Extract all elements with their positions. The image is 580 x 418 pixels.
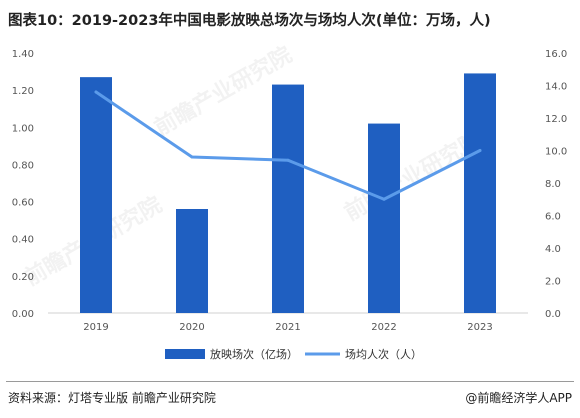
bar-2022 xyxy=(368,123,400,313)
line-point-2019 xyxy=(94,90,98,94)
line-point-2023 xyxy=(478,149,482,152)
y-left-tick-label: 0.40 xyxy=(12,235,34,246)
y-left-tick-label: 1.40 xyxy=(12,49,34,60)
y-right-tick-label: 16.0 xyxy=(545,49,567,60)
y-right-tick-label: 12.0 xyxy=(545,114,567,125)
x-tick-label: 2021 xyxy=(275,322,300,333)
footer-divider xyxy=(6,381,574,382)
y-right-tick-label: 10.0 xyxy=(545,147,567,158)
line-point-2020 xyxy=(190,155,194,159)
x-tick-label: 2020 xyxy=(179,322,204,333)
line-point-2022 xyxy=(382,197,386,201)
bar-2021 xyxy=(272,84,304,313)
bar-2023 xyxy=(464,73,496,313)
x-tick-label: 2019 xyxy=(83,322,108,333)
legend: 放映场次（亿场） 场均人次（人） xyxy=(165,347,422,361)
legend-bar-swatch xyxy=(165,349,205,359)
y-right-tick-label: 8.0 xyxy=(545,179,561,190)
y-left-tick-label: 0.80 xyxy=(12,160,34,171)
y-right-tick-label: 4.0 xyxy=(545,244,561,255)
y-left-tick-label: 1.20 xyxy=(12,86,34,97)
y-right-tick-label: 2.0 xyxy=(545,277,561,288)
y-left-tick-label: 0.20 xyxy=(12,272,34,283)
line-series xyxy=(94,90,482,201)
x-tick-label: 2022 xyxy=(371,322,396,333)
legend-line-label: 场均人次（人） xyxy=(345,347,422,361)
y-left-tick-label: 0.00 xyxy=(12,309,34,320)
x-tick-label: 2023 xyxy=(467,322,492,333)
line-point-2021 xyxy=(286,158,290,162)
right-axis: 0.0 2.0 4.0 6.0 8.0 10.0 12.0 14.0 16.0 xyxy=(545,49,567,320)
brand-credit: @前瞻经济学人APP xyxy=(465,391,572,405)
source-note: 资料来源：灯塔专业版 前瞻产业研究院 xyxy=(8,391,216,405)
legend-bar-label: 放映场次（亿场） xyxy=(210,347,298,361)
bar-2020 xyxy=(176,209,208,313)
y-right-tick-label: 0.0 xyxy=(545,309,561,320)
combo-chart: 前瞻产业研究院前瞻产业研究院前瞻产业研究院 0.000.200.400.600.… xyxy=(12,42,568,361)
y-left-tick-label: 0.60 xyxy=(12,198,34,209)
y-right-tick-label: 14.0 xyxy=(545,82,567,93)
left-axis: 0.00 0.20 0.40 0.60 0.80 1.00 1.20 1.40 xyxy=(12,49,34,320)
y-left-tick-label: 1.00 xyxy=(12,123,34,134)
bar-series xyxy=(80,73,496,313)
chart-area: 前瞻产业研究院前瞻产业研究院前瞻产业研究院 0.000.200.400.600.… xyxy=(0,36,580,382)
chart-title: 图表10：2019-2023年中国电影放映总场次与场均人次(单位：万场，人) xyxy=(8,13,491,29)
bar-2019 xyxy=(80,77,112,313)
x-axis-labels: 2019 2020 2021 2022 2023 xyxy=(83,322,492,333)
y-right-tick-label: 6.0 xyxy=(545,212,561,223)
